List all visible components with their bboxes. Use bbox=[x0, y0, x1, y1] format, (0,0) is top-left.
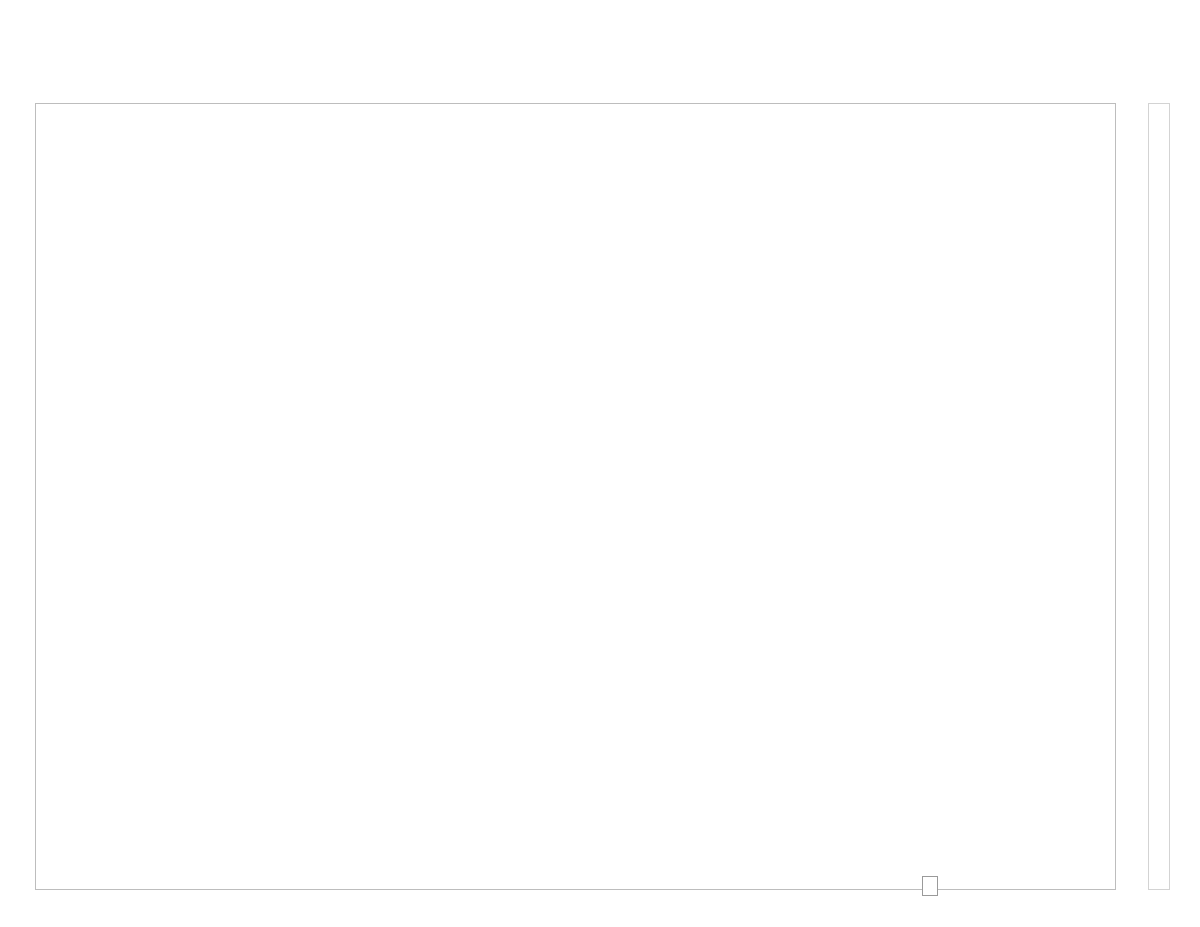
vorticity-streamline-map bbox=[36, 104, 1117, 891]
map-plot-area[interactable] bbox=[35, 103, 1116, 890]
colorbar[interactable] bbox=[1148, 103, 1170, 890]
credit-badge bbox=[922, 876, 938, 896]
